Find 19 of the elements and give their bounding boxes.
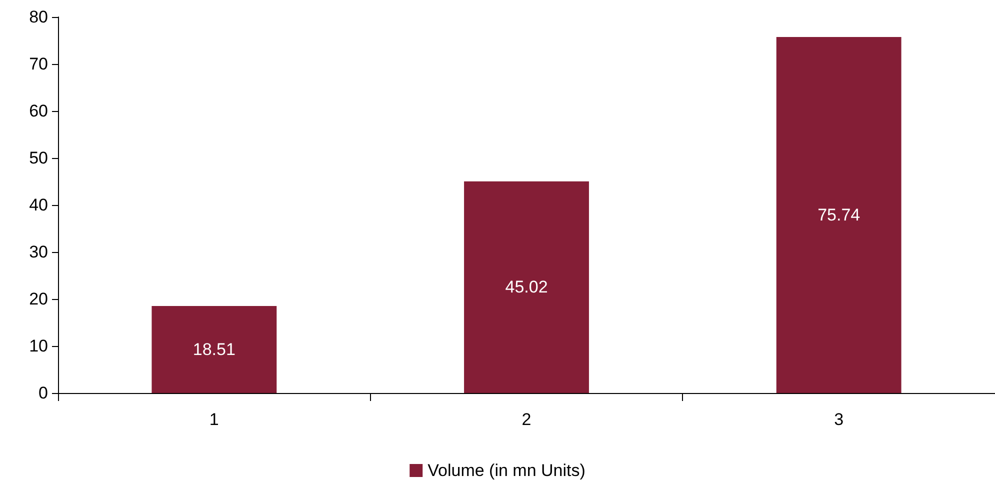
- data-label: 45.02: [505, 278, 548, 297]
- data-label: 75.74: [818, 206, 860, 225]
- y-tick-label: 80: [29, 8, 48, 26]
- y-tick-label: 20: [29, 290, 48, 308]
- data-label: 18.51: [192, 340, 236, 359]
- legend-label: Volume (in mn Units): [428, 461, 586, 480]
- x-tick-label: 1: [209, 410, 219, 429]
- bar: [152, 306, 277, 393]
- y-tick-label: 0: [38, 384, 48, 402]
- y-tick-label: 60: [29, 102, 48, 120]
- y-tick-label: 30: [29, 242, 48, 262]
- y-tick-label: 50: [29, 148, 48, 168]
- bar: [776, 37, 902, 393]
- x-tick-label: 2: [522, 410, 532, 429]
- x-tick-label: 3: [834, 410, 844, 429]
- y-tick-label: 70: [29, 54, 48, 74]
- y-tick-label: 10: [29, 336, 48, 356]
- bar: [464, 181, 589, 393]
- y-tick-label: 40: [29, 196, 48, 214]
